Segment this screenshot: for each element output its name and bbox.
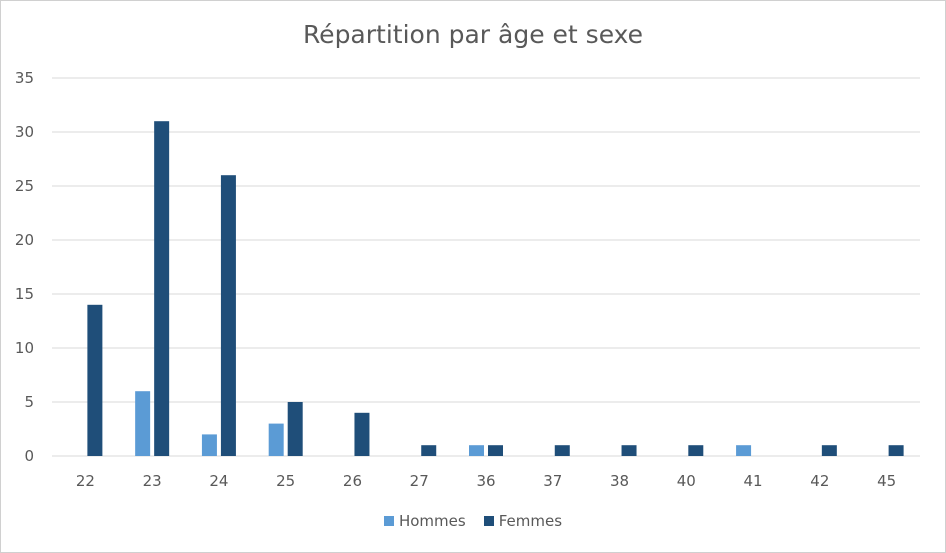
y-tick-label: 10 [15,339,34,357]
bar-femmes-45 [888,445,904,456]
legend-swatch-femmes [483,516,494,526]
x-tick-label: 42 [810,472,829,490]
y-tick-label: 35 [15,69,34,87]
gridlines [52,77,920,457]
y-tick-label: 5 [24,393,34,411]
legend-item-hommes: Hommes [383,512,466,530]
y-tick-label: 20 [15,231,34,249]
bar-hommes-25 [268,423,284,456]
bar-femmes-27 [421,445,437,456]
x-tick-label: 27 [410,472,429,490]
x-axis-ticks: 22 23 24 25 26 27 36 37 38 40 41 42 45 [76,472,896,490]
x-tick-label: 24 [209,472,228,490]
y-axis-ticks: 0 5 10 15 20 25 30 35 [15,69,34,465]
chart-title: Répartition par âge et sexe [302,20,644,49]
bar-femmes-42 [821,445,837,456]
legend-swatch-hommes [383,516,394,526]
x-tick-label: 37 [543,472,562,490]
bar-femmes-36 [488,445,503,456]
bar-hommes-24 [201,434,217,456]
bar-femmes-37 [554,445,570,456]
bars [87,121,904,456]
y-tick-label: 15 [15,285,34,303]
bar-femmes-38 [621,445,637,456]
x-tick-label: 45 [877,472,896,490]
bar-femmes-23 [154,121,170,456]
x-tick-label: 41 [744,472,763,490]
x-tick-label: 36 [476,472,495,490]
bar-hommes-41 [736,445,752,456]
y-tick-label: 30 [15,123,34,141]
y-tick-label: 0 [24,447,34,465]
bar-hommes-36 [469,445,484,456]
y-tick-label: 25 [15,177,34,195]
bar-femmes-22 [87,304,103,456]
legend-item-femmes: Femmes [483,512,563,530]
x-tick-label: 26 [343,472,362,490]
x-tick-label: 38 [610,472,629,490]
legend-label-femmes: Femmes [498,512,563,530]
bar-femmes-40 [688,445,704,456]
legend-label-hommes: Hommes [398,512,466,530]
bar-hommes-23 [135,391,151,456]
bar-femmes-24 [220,175,236,456]
x-tick-label: 25 [276,472,295,490]
x-tick-label: 40 [677,472,696,490]
x-tick-label: 23 [143,472,162,490]
bar-femmes-26 [354,412,370,456]
legend: Hommes Femmes [0,512,946,530]
x-tick-label: 22 [76,472,95,490]
bar-femmes-25 [287,402,303,456]
